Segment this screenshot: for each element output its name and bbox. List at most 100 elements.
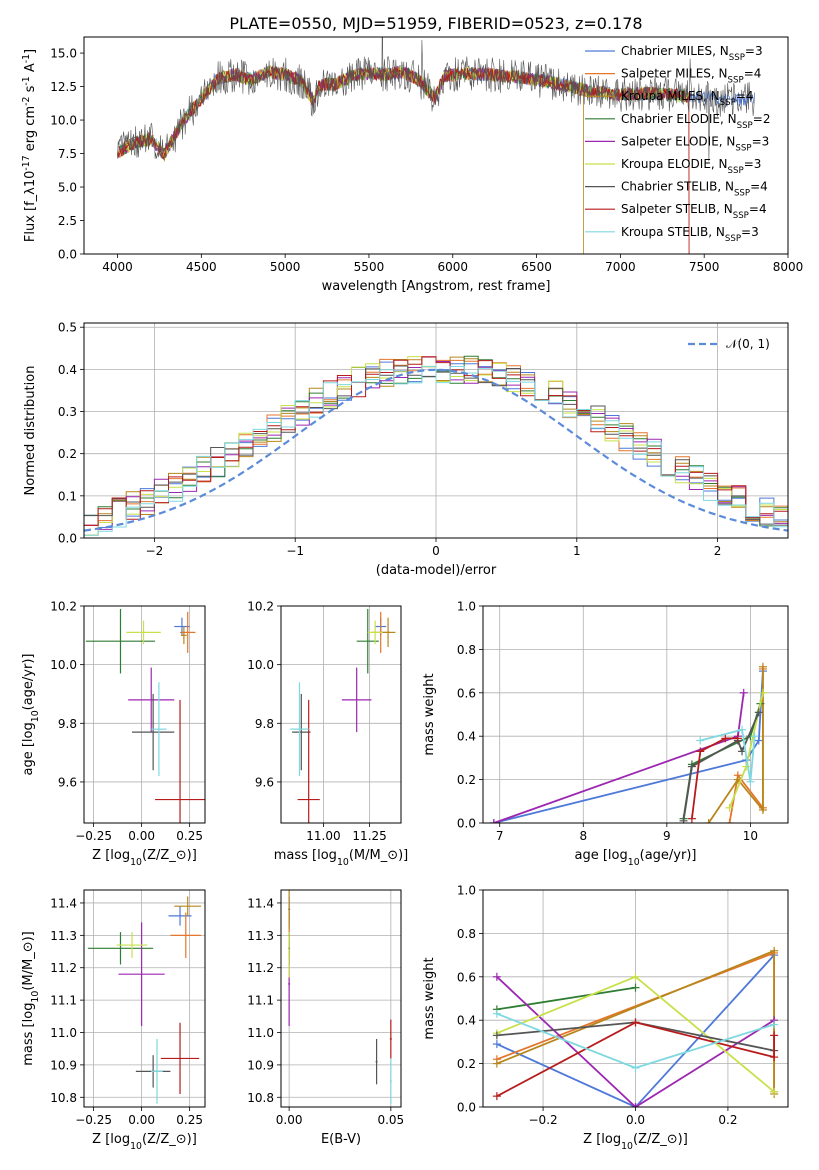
y-axis-label: Normed distribution [23,366,38,496]
legend-label: 𝒩(0, 1) [726,337,770,351]
y-tick-label: 1.0 [457,600,476,614]
figure-title: PLATE=0550, MJD=51959, FIBERID=0523, z=0… [229,14,642,33]
legend-label: Salpeter ELODIE, NSSP=3 [621,134,769,153]
x-tick-label: −0.25 [75,1113,112,1127]
y-tick-label: 0.2 [457,773,476,787]
spectrum-line [117,65,584,254]
chart-age-vs-mass: 11.00 11.25 9.6 9.8 10.0 10.2 mass [log10(M/M_… [247,600,408,868]
y-axis-label: mass weight [422,957,437,1039]
x-axis-label: E(B-V) [321,1132,361,1147]
series-line [496,976,775,1107]
plot-area [483,606,788,823]
legend-label: Kroupa MILES, NSSP=4 [621,89,754,108]
x-axis-label: Z [log10(Z/Z_⊙)] [583,1132,688,1152]
x-tick-label: 7 [496,829,504,843]
gaussian-curve [84,368,788,532]
x-axis-label: Z [log10(Z/Z_⊙)] [92,1132,197,1152]
x-tick-label: 0.0 [626,1113,645,1127]
x-tick-label: 7500 [689,260,720,274]
spectrum-line [117,66,688,159]
x-tick-label: 9 [663,829,671,843]
x-tick-label: 1 [573,544,581,558]
series-line [700,728,756,782]
x-tick-label: 0.00 [128,829,155,843]
x-axis-label: wavelength [Angstrom, rest frame] [322,279,551,294]
plot-area [281,606,401,823]
plot-area [281,890,401,1107]
axes-frame [482,605,789,824]
legend-label: Kroupa STELIB, NSSP=3 [621,225,759,244]
y-tick-label: 10.2 [50,600,77,614]
y-tick-label: 10.0 [50,114,77,128]
legend-label: Salpeter STELIB, NSSP=4 [621,202,767,221]
plot-area [483,890,788,1107]
y-tick-label: 0.0 [457,1101,476,1115]
plot-area [84,890,205,1107]
y-tick-label: 11.2 [247,961,274,975]
y-tick-label: 0.0 [58,532,77,546]
y-tick-label: 1.0 [457,884,476,898]
x-tick-label: 0.25 [176,1113,203,1127]
x-tick-label: 11.25 [352,829,386,843]
y-tick-label: 0.1 [58,489,77,503]
series-line [493,671,764,823]
y-tick-label: 10.0 [247,658,274,672]
y-tick-label: 10.9 [247,1058,274,1072]
y-axis-label: Flux [f_λ10-17 erg cm-2 s-1 A-1] [21,49,39,242]
plot-area [84,323,788,538]
y-tick-label: 0.6 [457,970,476,984]
series-line [682,703,762,819]
legend-label: Kroupa ELODIE, NSSP=3 [621,157,761,176]
histogram-series [84,356,788,534]
y-tick-label: 10.0 [50,658,77,672]
spectrum-line [117,65,688,158]
y-tick-label: 11.3 [50,929,77,943]
y-tick-label: 15.0 [50,47,77,61]
y-tick-label: 10.2 [247,600,274,614]
y-tick-label: 11.0 [50,1026,77,1040]
y-axis-label: mass weight [422,673,437,755]
y-tick-label: 11.1 [247,994,274,1008]
chart-residuals: −2 −1 0 1 2 0.0 0.1 0.2 0.3 0.4 0.5 (data-model)/er… [23,321,789,578]
legend-label: Salpeter MILES, NSSP=4 [621,67,761,86]
spectrum-line [117,65,688,159]
x-tick-label: 8 [579,829,587,843]
chart-spectrum: 4000 4500 5000 5500 6000 6500 7000 7500 8000 0.0 2… [21,36,804,294]
y-tick-label: 11.4 [247,896,274,910]
y-tick-label: 0.5 [58,321,77,335]
x-tick-label: 4000 [102,260,133,274]
y-tick-label: 0.8 [457,927,476,941]
x-tick-label: 6500 [521,260,552,274]
x-tick-label: 11.00 [306,829,340,843]
axes-frame [83,322,789,539]
plot-area [117,37,755,254]
x-tick-label: 5500 [354,260,385,274]
chart-mass-vs-Z: −0.25 0.00 0.25 10.8 10.9 11.0 11.1 11.2 11.3 11.… [21,889,206,1152]
y-tick-label: 0.8 [457,643,476,657]
y-tick-label: 0.0 [58,248,77,262]
x-tick-label: 2 [714,544,722,558]
x-tick-label: 5000 [270,260,301,274]
spectrum-line [117,65,688,158]
y-tick-label: 9.6 [255,775,274,789]
y-tick-label: 0.4 [457,1014,476,1028]
y-axis-label: mass [log10(M/M_⊙)] [21,931,41,1066]
histogram-series [84,365,788,536]
x-axis-label: (data-model)/error [376,563,497,578]
y-tick-label: 11.4 [50,896,77,910]
chart-mass-vs-EBV: 0.00 0.05 10.8 10.9 11.0 11.1 11.2 11.3 11.4 E(B-… [247,889,404,1147]
y-tick-label: 10.8 [50,1091,77,1105]
y-tick-label: 0.6 [457,686,476,700]
x-tick-label: −1 [286,544,304,558]
x-axis-label: Z [log10(Z/Z_⊙)] [92,848,197,868]
y-tick-label: 11.3 [247,929,274,943]
series-line [496,986,636,1011]
axes-frame [83,36,789,255]
y-tick-label: 12.5 [50,80,77,94]
x-tick-label: 8000 [773,260,804,274]
series-line [496,954,775,1107]
y-tick-label: 10.9 [50,1058,77,1072]
legend-label: Chabrier STELIB, NSSP=4 [621,180,768,199]
y-tick-label: 10.8 [247,1091,274,1105]
